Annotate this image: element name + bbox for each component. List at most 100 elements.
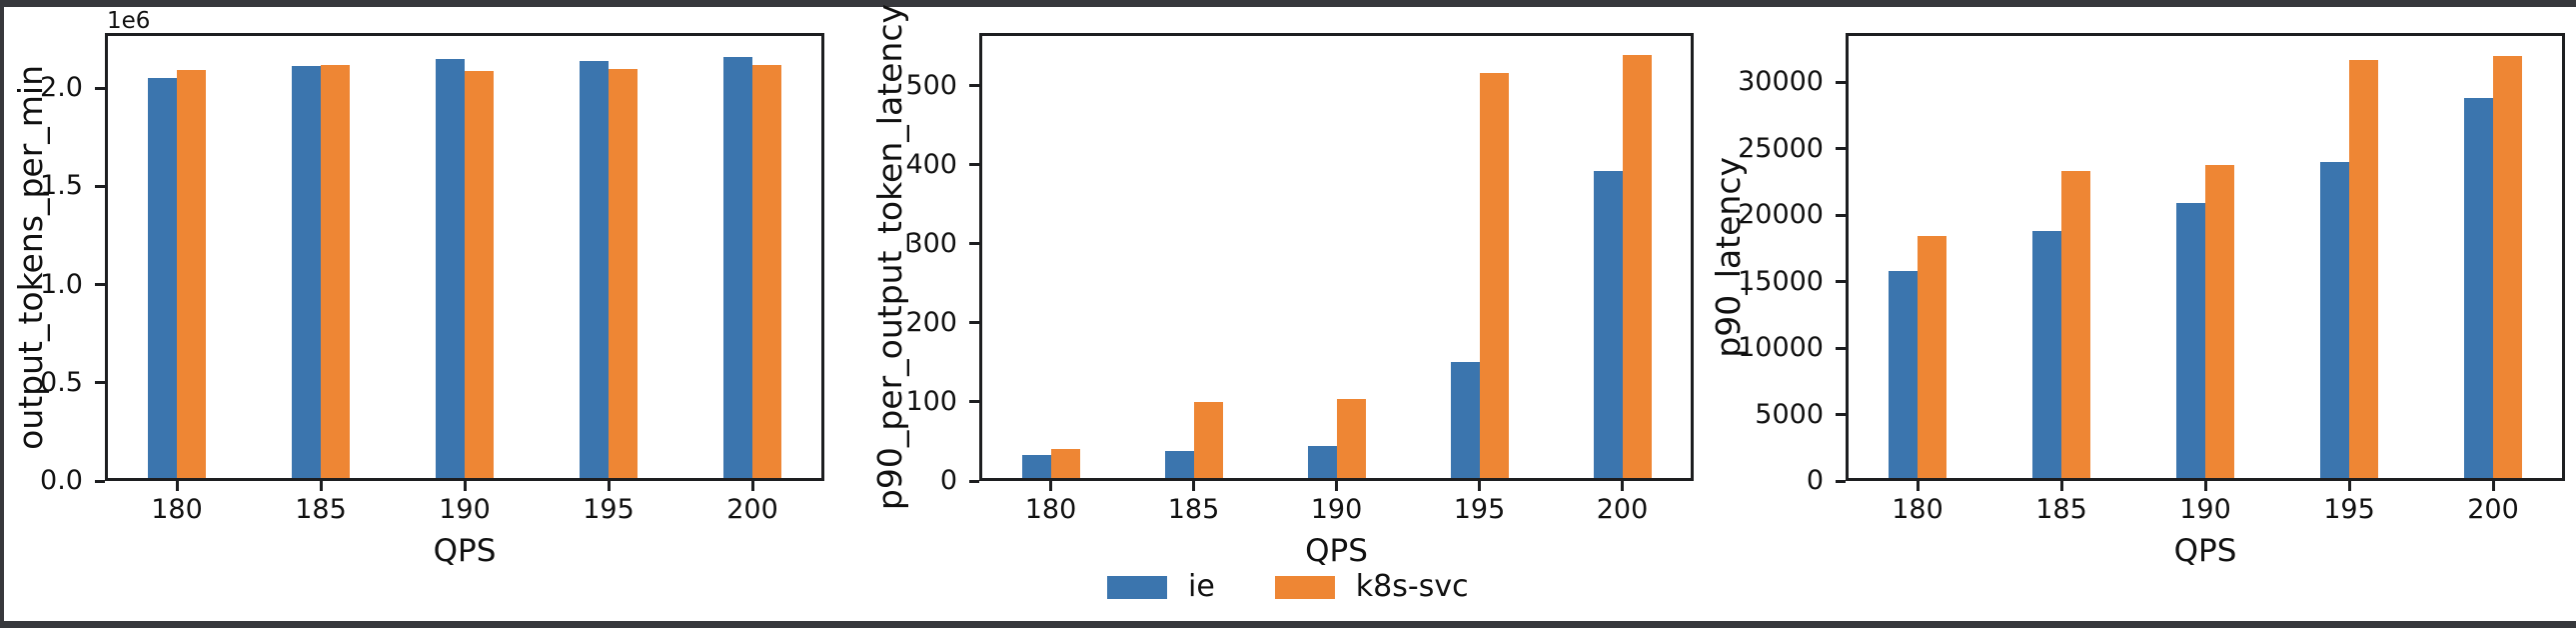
y-tick-label: 5000 [1755, 398, 1824, 430]
bar-k8s-svc-200 [1623, 55, 1652, 481]
screenshot-border-top [0, 0, 2576, 7]
bar-k8s-svc-185 [321, 65, 350, 481]
y-tick-mark [969, 321, 979, 325]
bar-k8s-svc-190 [465, 71, 494, 481]
plot-frame [979, 33, 1694, 481]
bar-k8s-svc-180 [1918, 236, 1946, 481]
y-tick-mark [1836, 280, 1846, 284]
bar-k8s-svc-200 [752, 65, 781, 481]
x-tick-mark [1916, 481, 1920, 491]
y-tick-mark [95, 86, 105, 90]
x-axis-title: QPS [433, 533, 497, 569]
y-tick-mark [969, 163, 979, 167]
bar-ie-180 [148, 78, 177, 481]
y-tick-label: 0 [939, 465, 957, 496]
legend-label-k8s-svc: k8s-svc [1355, 569, 1469, 604]
y-tick-mark [969, 479, 979, 483]
y-axis-title-box: output_tokens_per_min [2, 33, 58, 481]
y-axis-title: p90_per_output_token_latency [869, 3, 909, 511]
bar-ie-190 [2176, 203, 2205, 481]
screenshot-border-bottom [0, 621, 2576, 628]
y-tick-label: 10000 [1738, 332, 1824, 364]
bar-k8s-svc-180 [177, 70, 206, 481]
legend-swatch-k8s-svc [1274, 575, 1335, 599]
y-tick-label: 1.5 [40, 170, 83, 202]
y-tick-label: 15000 [1738, 265, 1824, 297]
y-tick-mark [1836, 213, 1846, 217]
bar-ie-195 [2320, 162, 2349, 481]
bar-ie-180 [1022, 455, 1051, 481]
x-tick-label: 180 [1024, 494, 1077, 525]
bar-ie-185 [2032, 231, 2061, 481]
bar-ie-190 [1308, 446, 1337, 481]
x-tick-mark [1192, 481, 1195, 491]
x-axis-title: QPS [1305, 533, 1368, 569]
x-tick-mark [175, 481, 179, 491]
x-tick-mark [319, 481, 323, 491]
bar-ie-200 [1594, 171, 1623, 481]
bar-k8s-svc-190 [1337, 399, 1366, 481]
x-tick-mark [2059, 481, 2063, 491]
y-axis-title: p90_latency [1708, 156, 1748, 358]
bar-ie-200 [723, 57, 752, 481]
bar-k8s-svc-180 [1051, 449, 1080, 481]
plot-area [979, 33, 1694, 481]
y-tick-label: 0.0 [40, 465, 83, 496]
x-tick-mark [2491, 481, 2495, 491]
x-tick-mark [750, 481, 754, 491]
y-tick-mark [95, 283, 105, 286]
bar-k8s-svc-200 [2493, 56, 2522, 481]
y-tick-label: 2.0 [40, 72, 83, 104]
x-tick-label: 180 [151, 494, 203, 525]
x-tick-label: 200 [2467, 494, 2519, 525]
screenshot-border-left [0, 0, 4, 628]
y-tick-mark [969, 400, 979, 404]
legend-item-k8s-svc: k8s-svc [1274, 569, 1469, 604]
legend-label-ie: ie [1188, 569, 1215, 604]
y-tick-label: 400 [905, 148, 957, 180]
y-tick-label: 30000 [1738, 66, 1824, 98]
bar-k8s-svc-195 [2349, 60, 2378, 481]
x-tick-label: 195 [2323, 494, 2375, 525]
y-tick-label: 500 [905, 69, 957, 101]
plot-area [1846, 33, 2565, 481]
y-tick-mark [1836, 147, 1846, 151]
y-axis-offset-text: 1e6 [107, 8, 151, 34]
bar-k8s-svc-190 [2205, 165, 2234, 481]
bar-ie-195 [580, 61, 609, 481]
y-tick-label: 300 [905, 227, 957, 259]
plot-area [105, 33, 824, 481]
x-tick-mark [2347, 481, 2351, 491]
y-tick-label: 200 [905, 306, 957, 338]
bar-k8s-svc-185 [1194, 402, 1223, 481]
plot-frame [1846, 33, 2565, 481]
y-tick-mark [95, 381, 105, 385]
bar-ie-200 [2464, 98, 2493, 481]
y-axis-title-box: p90_latency [1700, 33, 1756, 481]
bar-k8s-svc-195 [1480, 73, 1509, 481]
plot-frame [105, 33, 824, 481]
y-tick-mark [95, 184, 105, 188]
y-tick-mark [1836, 413, 1846, 417]
x-tick-mark [463, 481, 467, 491]
y-tick-mark [1836, 346, 1846, 350]
x-tick-label: 200 [726, 494, 778, 525]
bar-ie-190 [436, 59, 465, 481]
y-tick-label: 0 [1806, 465, 1824, 496]
legend-item-ie: ie [1107, 570, 1215, 604]
x-tick-label: 185 [295, 494, 347, 525]
x-tick-mark [1478, 481, 1481, 491]
y-tick-label: 100 [905, 385, 957, 417]
x-tick-label: 180 [1892, 494, 1943, 525]
x-tick-label: 195 [1453, 494, 1506, 525]
y-tick-mark [969, 84, 979, 88]
y-tick-label: 25000 [1738, 132, 1824, 164]
bar-ie-185 [292, 66, 321, 481]
x-tick-mark [1335, 481, 1338, 491]
y-tick-label: 20000 [1738, 199, 1824, 231]
bar-ie-195 [1451, 362, 1480, 481]
bar-k8s-svc-195 [609, 69, 638, 481]
x-tick-label: 190 [2179, 494, 2231, 525]
